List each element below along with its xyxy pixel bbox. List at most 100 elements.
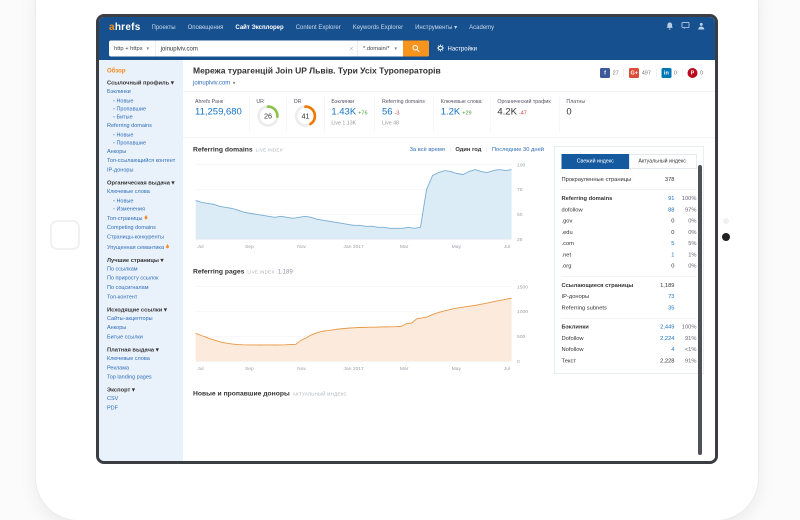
panel-row: .edu 0 0%: [562, 229, 697, 237]
nav-item[interactable]: Content Explorer: [295, 23, 341, 31]
sidebar-item[interactable]: Платная выдача ▾: [107, 346, 159, 353]
panel-row-percent: <1%: [684, 346, 697, 353]
nav-item[interactable]: Keywords Explorer: [352, 23, 404, 31]
sidebar-item[interactable]: Топ-контент: [107, 293, 138, 300]
panel-row-value[interactable]: 2,224: [660, 335, 675, 342]
search-button[interactable]: [403, 40, 429, 57]
sidebar-item[interactable]: Битые: [113, 114, 177, 120]
google-plus-icon[interactable]: G+: [629, 68, 640, 78]
sidebar-item[interactable]: Изменения: [113, 206, 177, 212]
chevron-down-icon: ▼: [231, 80, 237, 86]
tab-fresh-index[interactable]: Свежий индекс: [561, 154, 629, 169]
sidebar-item[interactable]: Экспорт ▾: [107, 387, 135, 393]
sidebar-item[interactable]: Новые: [113, 98, 177, 104]
sidebar-item[interactable]: Лучшие страницы ▾: [107, 257, 164, 264]
nav-item[interactable]: Оповещения: [187, 23, 224, 31]
range-option[interactable]: За всё время: [409, 146, 445, 153]
sidebar-item[interactable]: Упущенная семантика: [107, 243, 177, 251]
sidebar-item[interactable]: PDF: [107, 404, 118, 411]
google-plus-count: 497: [641, 70, 651, 76]
panel-row-percent: 0%: [688, 229, 697, 236]
flame-icon: [164, 243, 170, 250]
mode-dropdown[interactable]: *.domain/* ▼: [357, 40, 403, 57]
metric-бэклинки: Бэклинки1.43K+76 Live 1.13K: [324, 96, 376, 132]
nav-item[interactable]: Academy: [469, 23, 495, 31]
sidebar-item[interactable]: Реклама: [107, 364, 130, 371]
divider: [561, 318, 697, 319]
sidebar-item[interactable]: По приросту ссылок: [107, 275, 159, 282]
panel-row-value[interactable]: 91: [668, 195, 675, 202]
user-icon[interactable]: [698, 22, 706, 33]
sidebar-item[interactable]: Новые: [113, 198, 177, 204]
panel-row-percent: 100%: [681, 324, 697, 331]
sidebar-item[interactable]: Бэклинки: [107, 88, 131, 95]
sidebar-item[interactable]: Обзор: [107, 67, 126, 74]
domain-link[interactable]: joinuplviv.com ▼: [193, 79, 237, 86]
svg-text:500: 500: [517, 334, 525, 340]
range-option[interactable]: Один год: [455, 146, 482, 153]
svg-text:75: 75: [517, 187, 523, 193]
svg-text:50: 50: [517, 212, 523, 218]
sidebar-item[interactable]: Топ-страницы: [107, 214, 177, 222]
sidebar-item[interactable]: Пропавшие: [113, 106, 177, 112]
clear-icon[interactable]: ×: [349, 44, 354, 53]
metric-ключевые-слова: Ключевые слова1.2K+29: [434, 96, 491, 132]
sidebar-item[interactable]: Referring domains: [107, 122, 152, 129]
sidebar-item[interactable]: Сайты-акцепторы: [107, 315, 153, 322]
sidebar-item[interactable]: Новые: [113, 132, 177, 138]
pinterest-icon[interactable]: P: [687, 68, 698, 78]
panel-row-value[interactable]: 5: [671, 240, 675, 247]
sidebar-item[interactable]: Органическая выдача ▾: [107, 179, 175, 186]
sidebar-item[interactable]: IP-доноры: [107, 167, 134, 173]
nav-item[interactable]: Проекты: [151, 23, 176, 31]
sidebar-item[interactable]: Ключевые слова: [107, 355, 150, 362]
sidebar-item[interactable]: Топ-ссылающийся контент: [107, 157, 176, 164]
search-input[interactable]: [155, 45, 346, 52]
svg-text:Jan 2017: Jan 2017: [343, 366, 364, 372]
panel-row-value[interactable]: 88: [668, 206, 675, 213]
scrollbar-thumb[interactable]: [698, 165, 702, 455]
svg-text:25: 25: [517, 237, 523, 243]
sidebar-item[interactable]: Страницы-конкуренты: [107, 234, 165, 240]
panel-row: Бэклинки 2,449 100%: [562, 324, 697, 332]
divider: [561, 189, 697, 191]
panel-row-value[interactable]: 2,449: [660, 324, 675, 331]
sidebar-item[interactable]: По соцсигналам: [107, 284, 149, 291]
facebook-icon[interactable]: f: [600, 68, 611, 78]
panel-row-value[interactable]: 4: [671, 346, 675, 353]
settings-button[interactable]: Настройки: [437, 44, 477, 53]
panel-row-value[interactable]: 1: [671, 251, 675, 258]
ahrefs-logo[interactable]: ahrefs: [109, 21, 141, 33]
sidebar-item[interactable]: Анкоры: [107, 148, 127, 155]
panel-row-value[interactable]: 73: [668, 293, 675, 300]
sidebar-item[interactable]: По ссылкам: [107, 265, 138, 272]
chat-icon[interactable]: [681, 22, 690, 32]
panel-row-label: Referring domains: [561, 195, 613, 202]
sidebar-item[interactable]: Исходящие ссылки ▾: [107, 306, 167, 313]
panel-row: Ссылающиеся страницы 1,189: [562, 282, 697, 290]
svg-text:Jul: Jul: [197, 366, 203, 372]
panel-row-percent: 0%: [688, 218, 697, 225]
sidebar-item[interactable]: Анкоры: [107, 324, 127, 331]
protocol-dropdown[interactable]: http + https ▼: [109, 40, 156, 57]
nav-item[interactable]: Инструменты ▾: [415, 23, 458, 31]
linkedin-icon[interactable]: in: [661, 68, 672, 78]
social-counter: in 0: [661, 68, 677, 78]
sidebar-item[interactable]: CSV: [107, 395, 119, 402]
bell-icon[interactable]: [666, 22, 674, 33]
divider: [681, 69, 683, 77]
sidebar-item[interactable]: Ключевые слова: [107, 188, 150, 195]
sidebar-item[interactable]: Competing domains: [107, 224, 156, 231]
panel-row: Referring domains 91 100%: [562, 195, 697, 203]
panel-row-label: .net: [561, 251, 572, 258]
sidebar-item[interactable]: Top landing pages: [107, 374, 152, 381]
panel-row: dofollow 88 97%: [562, 206, 697, 214]
sidebar-item[interactable]: Пропавшие: [113, 140, 177, 146]
range-option[interactable]: Последние 30 дней: [491, 146, 544, 153]
tab-live-index[interactable]: Актуальный индекс: [629, 154, 697, 169]
nav-item[interactable]: Сайт Эксплорер: [235, 23, 284, 31]
svg-text:Nov: Nov: [297, 366, 306, 372]
panel-row-value[interactable]: 35: [668, 304, 675, 311]
sidebar-item[interactable]: Ссылочный профиль ▾: [107, 80, 174, 86]
sidebar-item[interactable]: Битые ссылки: [107, 334, 143, 340]
